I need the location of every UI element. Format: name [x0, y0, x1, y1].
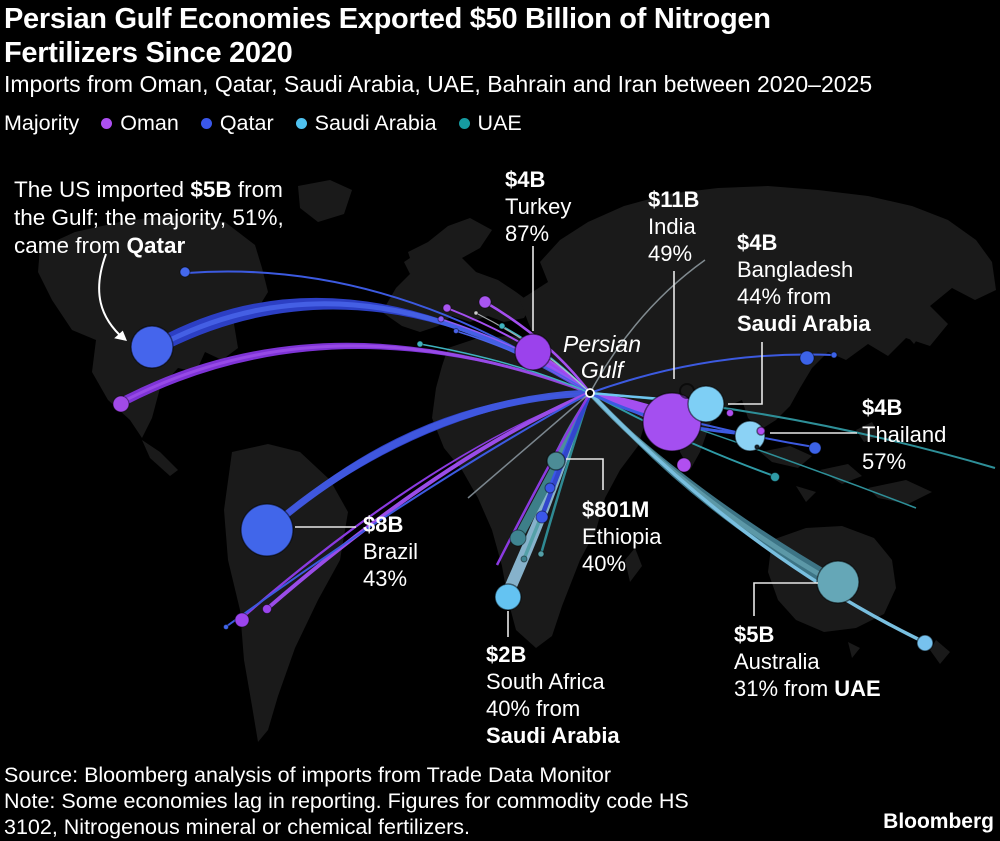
europe-dot: [478, 295, 492, 309]
annotation-ethiopia: $801M Ethiopia 40%: [582, 496, 662, 577]
annotation-country: Brazil: [363, 539, 419, 564]
annotation-country: Bangladesh: [737, 257, 854, 282]
flow-new-zealand: [588, 391, 923, 643]
legend-item-qatar: Qatar: [200, 111, 274, 136]
mexico-dot: [112, 395, 130, 413]
annotation-india: $11B India 49%: [648, 186, 699, 267]
bloomberg-logo: Bloomberg: [883, 810, 994, 833]
annotation-value: $801M: [582, 497, 650, 522]
annotation-source: Saudi Arabia: [737, 311, 871, 336]
legend-title: Majority: [4, 111, 80, 135]
bangladesh-bubble: [687, 385, 725, 423]
annotation-value: $8B: [363, 512, 404, 537]
callout-line-2: the Gulf; the majority, 51%,: [14, 205, 284, 230]
leader-lines: [295, 246, 857, 637]
legend-item-saudi-arabia: Saudi Arabia: [295, 111, 437, 136]
argentina-dot: [234, 612, 250, 628]
turkey-bubble: [514, 333, 552, 371]
title-line-2: Fertilizers Since 2020: [4, 37, 293, 69]
page-title: Persian Gulf Economies Exported $50 Bill…: [4, 2, 771, 70]
annotation-source: Saudi Arabia: [486, 723, 620, 748]
thailand-bubble: [734, 420, 766, 452]
annotation-value: $4B: [862, 395, 903, 420]
footer: Source: Bloomberg analysis of imports fr…: [4, 762, 689, 840]
flow-australia: [590, 393, 840, 590]
annotation-country: Ethiopia: [582, 524, 662, 549]
canada-dot: [179, 266, 191, 278]
legend-item-uae: UAE: [458, 111, 522, 136]
subtitle: Imports from Oman, Qatar, Saudi Arabia, …: [4, 71, 873, 97]
saudi-arabia-color-dot-icon: [295, 118, 307, 129]
ethiopia-bubble: [546, 451, 566, 471]
annotation-value: $5B: [734, 622, 775, 647]
annotation-brazil: $8B Brazil 43%: [363, 511, 418, 592]
annotation-share: 40% from: [486, 696, 581, 721]
persian-gulf-label: Persian Gulf: [563, 331, 641, 383]
annotation-country: India: [648, 214, 696, 239]
annotation-share: 87%: [505, 221, 550, 246]
annotation-share: 57%: [862, 449, 907, 474]
new-zealand-dot: [916, 634, 934, 652]
annotation-thailand: $4B Thailand 57%: [862, 394, 946, 475]
callout-line-1: The US imported $5B from: [14, 177, 283, 202]
annotation-share: 31% from UAE: [734, 676, 881, 701]
oman-color-dot-icon: [101, 118, 113, 129]
annotation-value: $11B: [648, 187, 700, 212]
persian-gulf-hub: [585, 388, 595, 398]
callout-line-3: came from Qatar: [14, 233, 186, 258]
endpoint-dots: [112, 266, 838, 630]
legend: Majority Oman Qatar Saudi Arabia UAE: [4, 111, 522, 136]
annotation-country: South Africa: [486, 669, 605, 694]
legend-label: Qatar: [219, 111, 274, 135]
annotation-share: 49%: [648, 241, 693, 266]
uae-color-dot-icon: [458, 118, 470, 129]
australia-bubble: [816, 560, 860, 604]
annotation-value: $4B: [737, 230, 778, 255]
annotation-south-africa: $2B South Africa 40% from Saudi Arabia: [486, 641, 620, 749]
source-note: Source: Bloomberg analysis of imports fr…: [4, 763, 612, 787]
title-line-1: Persian Gulf Economies Exported $50 Bill…: [4, 3, 771, 35]
annotation-turkey: $4B Turkey 87%: [505, 166, 571, 247]
destination-bubbles: [130, 325, 934, 652]
annotation-australia: $5B Australia 31% from UAE: [734, 621, 881, 702]
annotation-share: 43%: [363, 566, 408, 591]
legend-label: Saudi Arabia: [314, 111, 437, 135]
us-bubble: [130, 325, 174, 369]
us-callout-arrow: [98, 253, 127, 341]
annotation-country: Turkey: [505, 194, 572, 219]
annotation-country: Thailand: [862, 422, 947, 447]
legend-item-oman: Oman: [101, 111, 179, 136]
annotation-bangladesh: $4B Bangladesh 44% from Saudi Arabia: [737, 229, 871, 337]
note-line-2: 3102, Nitrogenous mineral or chemical fe…: [4, 815, 471, 839]
annotation-share: 44% from: [737, 284, 832, 309]
annotation-value: $4B: [505, 167, 546, 192]
china-dot: [799, 350, 815, 366]
south-africa-bubble: [494, 583, 522, 611]
legend-label: UAE: [477, 111, 522, 135]
annotation-value: $2B: [486, 642, 527, 667]
brazil-bubble: [240, 503, 294, 557]
annotation-share: 40%: [582, 551, 627, 576]
world-map-silhouette: [38, 180, 996, 742]
annotation-country: Australia: [734, 649, 820, 674]
legend-label: Oman: [120, 111, 179, 135]
qatar-color-dot-icon: [200, 118, 212, 129]
us-callout: The US imported $5B from the Gulf; the m…: [14, 176, 284, 260]
note-line-1: Note: Some economies lag in reporting. F…: [4, 789, 689, 813]
